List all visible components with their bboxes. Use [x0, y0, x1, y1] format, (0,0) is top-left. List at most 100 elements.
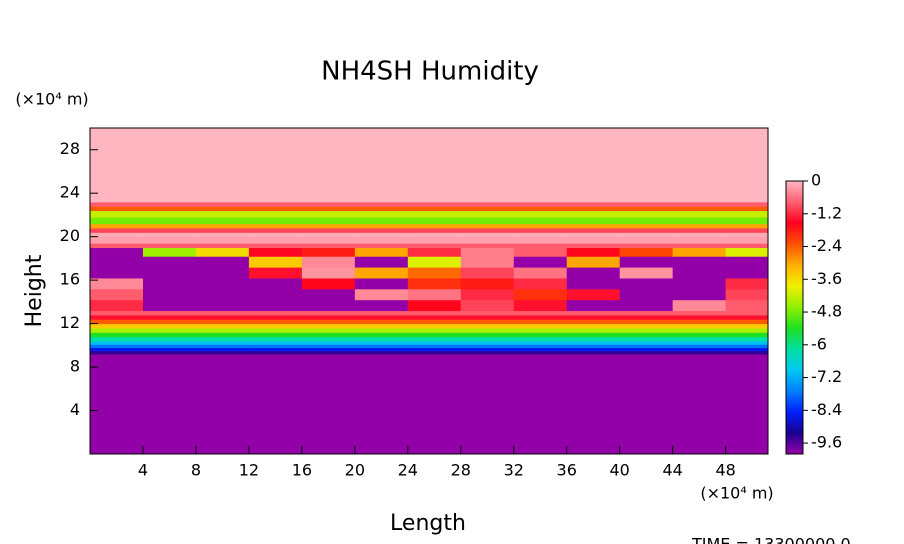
field-cell [672, 206, 727, 212]
field-cell [460, 236, 515, 244]
field-cell [354, 350, 409, 355]
field-cell [142, 236, 197, 244]
field-cell [354, 247, 409, 257]
field-cell [513, 350, 568, 355]
field-cell [90, 128, 144, 203]
field-cell [248, 247, 303, 257]
chart-title: NH4SH Humidity [321, 57, 539, 87]
field-cell [513, 217, 568, 225]
field-cell [301, 327, 356, 333]
field-cell [566, 201, 621, 207]
field-cell [142, 267, 197, 279]
field-cell [460, 354, 515, 455]
field-cell [248, 227, 303, 233]
field-cell [619, 299, 674, 312]
field-cell [301, 217, 356, 225]
field-cell [195, 288, 250, 301]
field-cell [301, 336, 356, 342]
field-cell [301, 128, 356, 203]
field-cell [301, 319, 356, 325]
field-cell [460, 332, 515, 338]
field-cell [142, 206, 197, 212]
x-tick-label: 32 [504, 461, 524, 480]
field-cell [460, 206, 515, 212]
y-tick-label: 16 [60, 270, 80, 289]
field-cell [407, 347, 462, 352]
field-cell [725, 217, 769, 225]
field-cell [566, 206, 621, 212]
field-cell [407, 314, 462, 320]
field-cell [354, 256, 409, 268]
field-cell [248, 217, 303, 225]
colorbar-tick-label: -2.4 [811, 236, 842, 255]
field-cell [301, 247, 356, 257]
field-cell [513, 128, 568, 203]
field-cell [566, 288, 621, 301]
field-cell [195, 217, 250, 225]
field-cell [248, 232, 303, 238]
field-cell [195, 267, 250, 279]
field-cell [672, 314, 727, 320]
colorbar-tick-label: -7.2 [811, 367, 842, 386]
field-cell [407, 232, 462, 238]
x-tick-label: 12 [239, 461, 259, 480]
field-cell [354, 332, 409, 338]
field-cell [142, 354, 197, 455]
field-cell [460, 347, 515, 352]
field-cell [725, 243, 769, 249]
field-cell [301, 277, 356, 290]
field-cell [248, 210, 303, 218]
y-tick-label: 24 [60, 183, 80, 202]
field-cell [90, 243, 144, 249]
field-cell [354, 314, 409, 320]
field-cell [566, 354, 621, 455]
colorbar-tick-label: -1.2 [811, 203, 842, 222]
x-tick-label: 4 [138, 461, 148, 480]
field-cell [619, 350, 674, 355]
field-cell [248, 344, 303, 349]
field-cell [354, 299, 409, 312]
field-cell [354, 227, 409, 233]
field-cell [90, 277, 144, 290]
field-cell [142, 223, 197, 229]
field-cell [725, 206, 769, 212]
field-cell [619, 227, 674, 233]
field-cell [90, 288, 144, 301]
field-cell [195, 350, 250, 355]
field-cell [301, 201, 356, 207]
field-cell [301, 299, 356, 312]
field-cell [142, 310, 197, 316]
field-cell [142, 256, 197, 268]
field-cell [248, 310, 303, 316]
field-cell [672, 327, 727, 333]
field-cell [725, 288, 769, 301]
field-cell [248, 323, 303, 329]
field-cell [301, 323, 356, 329]
field-cell [195, 347, 250, 352]
field-cell [619, 344, 674, 349]
field-cell [248, 354, 303, 455]
field-cell [248, 350, 303, 355]
field-cell [619, 223, 674, 229]
field-cell [195, 210, 250, 218]
field-cell [725, 201, 769, 207]
field-cell [619, 323, 674, 329]
colorbar-tick-label: -3.6 [811, 269, 842, 288]
field-cell [513, 332, 568, 338]
field-cell [460, 247, 515, 257]
field-cell [513, 327, 568, 333]
field-cell [725, 210, 769, 218]
field-cell [513, 267, 568, 279]
field-cell [90, 350, 144, 355]
y-unit: (×10⁴ m) [15, 90, 88, 109]
field-cell [195, 243, 250, 249]
field-cell [407, 210, 462, 218]
colorbar-tick-label: -9.6 [811, 433, 842, 452]
field-cell [407, 236, 462, 244]
x-tick-label: 44 [662, 461, 682, 480]
field-cell [354, 206, 409, 212]
field-cell [513, 354, 568, 455]
field-cell [619, 288, 674, 301]
field-cell [248, 299, 303, 312]
field-cell [460, 288, 515, 301]
